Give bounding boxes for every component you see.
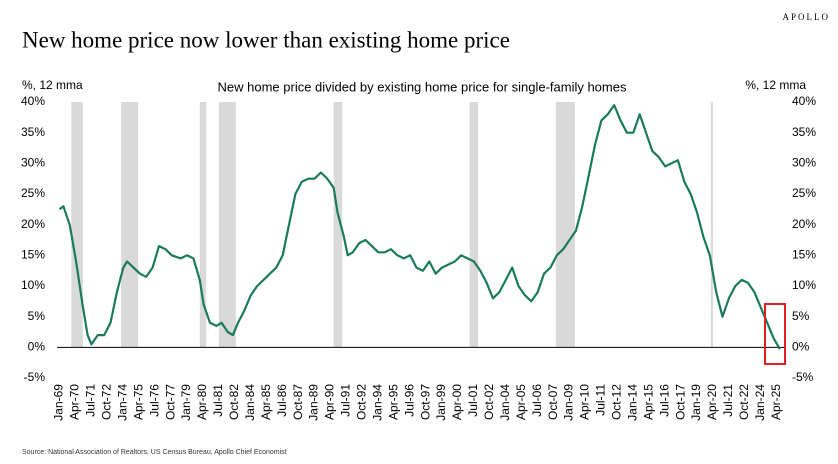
y-tick-label: 15% bbox=[21, 248, 45, 262]
x-tick-label: Jul-91 bbox=[339, 384, 353, 417]
y-axis-label: %, 12 mma bbox=[22, 78, 83, 92]
x-tick-label: Jan-79 bbox=[179, 384, 193, 421]
y2-tick-label: 35% bbox=[792, 125, 816, 139]
subtitle: New home price divided by existing home … bbox=[218, 79, 627, 94]
x-tick-label: Apr-10 bbox=[578, 384, 592, 420]
x-tick-label: Jul-71 bbox=[84, 384, 98, 417]
x-tick-label: Jul-21 bbox=[721, 384, 735, 417]
recession-band bbox=[199, 102, 207, 348]
recession-band bbox=[710, 102, 713, 348]
x-tick-label: Apr-75 bbox=[131, 384, 145, 420]
x-tick-label: Apr-25 bbox=[769, 384, 783, 420]
x-tick-label: Jul-16 bbox=[657, 384, 671, 417]
y2-tick-label: 0% bbox=[792, 340, 810, 354]
x-tick-label: Oct-92 bbox=[355, 384, 369, 420]
y2-tick-label: 30% bbox=[792, 156, 816, 170]
x-tick-label: Apr-00 bbox=[450, 384, 464, 420]
chart-title: New home price now lower than existing h… bbox=[22, 27, 510, 52]
x-tick-label: Apr-95 bbox=[386, 384, 400, 420]
brand: APOLLO bbox=[783, 12, 831, 22]
x-tick-label: Jan-09 bbox=[562, 384, 576, 421]
y2-tick-label: 40% bbox=[792, 94, 816, 108]
y2-tick-label: 10% bbox=[792, 278, 816, 292]
x-tick-label: Oct-12 bbox=[610, 384, 624, 420]
x-tick-label: Jul-01 bbox=[466, 384, 480, 417]
y-tick-label: 25% bbox=[21, 186, 45, 200]
y2-tick-label: 5% bbox=[792, 309, 810, 323]
x-tick-label: Jul-96 bbox=[402, 384, 416, 417]
x-tick-label: Jan-14 bbox=[625, 384, 639, 421]
x-tick-label: Jul-81 bbox=[211, 384, 225, 417]
line-series bbox=[58, 104, 781, 350]
recession-band bbox=[71, 102, 83, 348]
recession-band bbox=[333, 102, 343, 348]
y-tick-label: 0% bbox=[28, 340, 46, 354]
y2-axis-label: %, 12 mma bbox=[745, 78, 806, 92]
y-tick-label: 20% bbox=[21, 217, 45, 231]
y2-tick-label: 20% bbox=[792, 217, 816, 231]
x-tick-label: Apr-05 bbox=[514, 384, 528, 420]
x-tick-label: Oct-87 bbox=[291, 384, 305, 420]
x-tick-label: Jul-11 bbox=[594, 384, 608, 416]
x-tick-label: Oct-17 bbox=[673, 384, 687, 420]
recession-band bbox=[555, 102, 575, 348]
x-tick-label: Oct-82 bbox=[227, 384, 241, 420]
x-tick-label: Jan-19 bbox=[689, 384, 703, 421]
x-tick-label: Jan-69 bbox=[52, 384, 66, 421]
y-tick-label: 40% bbox=[21, 94, 45, 108]
y2-tick-label: 25% bbox=[792, 186, 816, 200]
x-tick-label: Jul-06 bbox=[530, 384, 544, 417]
y-tick-label: 35% bbox=[21, 125, 45, 139]
x-tick-label: Oct-77 bbox=[163, 384, 177, 420]
x-tick-label: Jan-74 bbox=[115, 384, 129, 421]
y2-tick-label: -5% bbox=[792, 370, 814, 384]
y-tick-label: 5% bbox=[28, 309, 46, 323]
x-tick-label: Oct-07 bbox=[546, 384, 560, 420]
x-tick-label: Oct-72 bbox=[100, 384, 114, 420]
x-tick-label: Jan-99 bbox=[434, 384, 448, 421]
x-tick-label: Apr-85 bbox=[259, 384, 273, 420]
x-tick-label: Jan-89 bbox=[307, 384, 321, 421]
x-tick-label: Apr-20 bbox=[705, 384, 719, 420]
x-tick-label: Oct-22 bbox=[737, 384, 751, 420]
x-tick-label: Jan-84 bbox=[243, 384, 257, 421]
recession-band bbox=[121, 102, 139, 348]
recession-band bbox=[469, 102, 479, 348]
y-tick-label: 10% bbox=[21, 278, 45, 292]
source: Source: National Association of Realtors… bbox=[22, 449, 287, 456]
y2-tick-label: 15% bbox=[792, 248, 816, 262]
x-tick-label: Jan-24 bbox=[753, 384, 767, 421]
x-tick-label: Apr-70 bbox=[68, 384, 82, 420]
highlight-box bbox=[764, 303, 786, 365]
x-tick-label: Apr-90 bbox=[323, 384, 337, 420]
x-tick-label: Apr-80 bbox=[195, 384, 209, 420]
x-tick-label: Apr-15 bbox=[641, 384, 655, 420]
x-tick-label: Oct-02 bbox=[482, 384, 496, 420]
y-tick-label: -5% bbox=[24, 370, 46, 384]
y-tick-label: 30% bbox=[21, 156, 45, 170]
x-tick-label: Jul-86 bbox=[275, 384, 289, 417]
x-tick-label: Jan-04 bbox=[498, 384, 512, 421]
x-tick-label: Oct-97 bbox=[418, 384, 432, 420]
recession-band bbox=[218, 102, 236, 348]
x-tick-label: Jan-94 bbox=[370, 384, 384, 421]
x-tick-label: Jul-76 bbox=[147, 384, 161, 417]
